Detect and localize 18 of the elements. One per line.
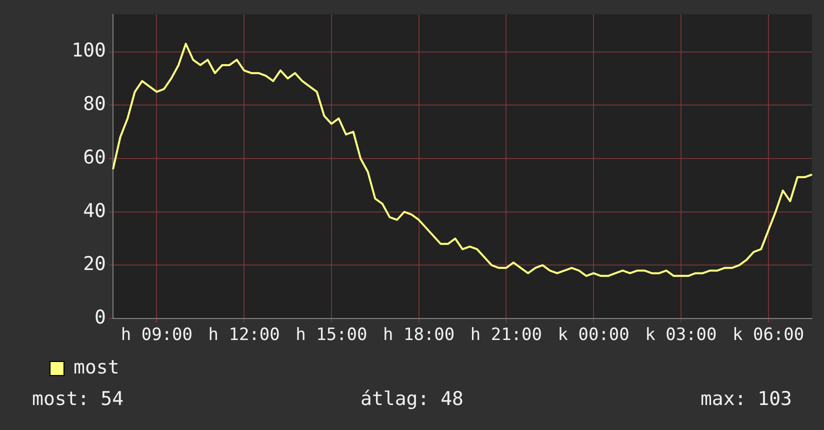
x-tick-label: h 15:00 <box>296 325 368 346</box>
y-tick-label: 100 <box>72 40 106 62</box>
text: átlag: 48 <box>360 388 464 410</box>
y-tick-label: 80 <box>83 93 106 116</box>
legend-label: most <box>74 356 120 378</box>
text: most: 54 <box>32 388 124 410</box>
x-tick-label: k 03:00 <box>645 325 717 346</box>
text: max: 103 <box>700 388 792 410</box>
x-tick-label: h 12:00 <box>208 325 280 346</box>
x-tick-label: k 06:00 <box>732 325 804 346</box>
y-tick-label: 20 <box>83 253 106 276</box>
x-tick-label: k 00:00 <box>558 325 630 346</box>
y-tick-label: 40 <box>83 200 106 222</box>
y-tick-label: 60 <box>83 146 106 168</box>
x-tick-label: h 09:00 <box>120 325 193 346</box>
x-tick-label: h 21:00 <box>470 325 542 346</box>
y-tick-label: 0 <box>94 306 106 329</box>
x-tick-label: h 18:00 <box>382 325 455 346</box>
